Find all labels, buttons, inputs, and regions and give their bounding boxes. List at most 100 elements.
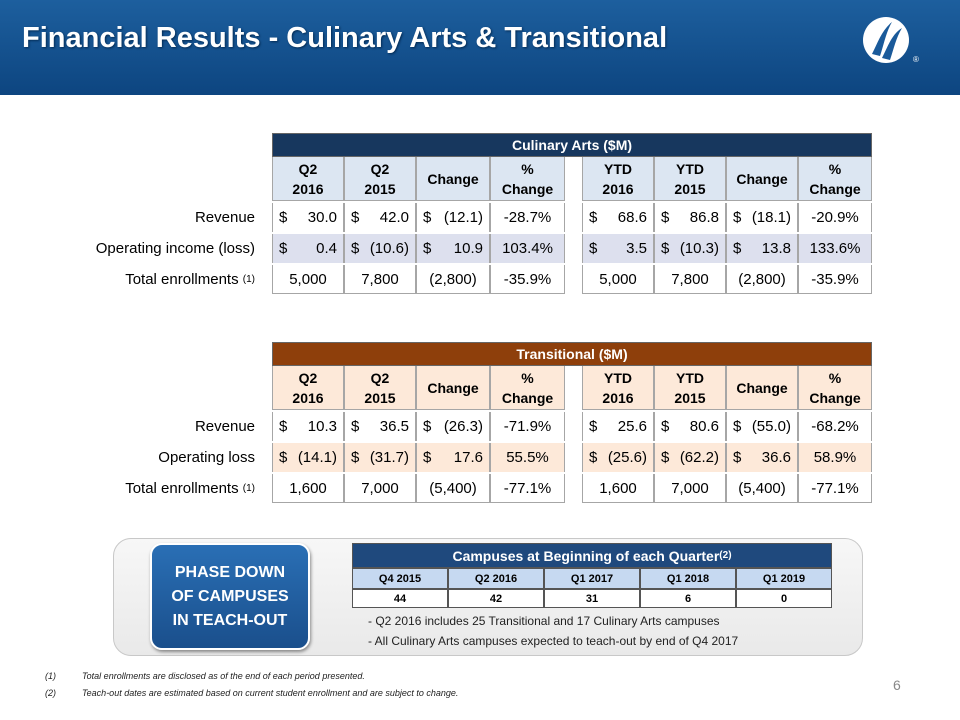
cell: $ (26.3)	[416, 412, 490, 441]
cell-text: $	[423, 209, 432, 226]
column-header: Q2 2015	[344, 157, 416, 201]
cell-text: 7,800	[361, 270, 399, 288]
column-header: Q2 2016	[272, 157, 344, 201]
column-header: Change	[416, 157, 490, 201]
cell-text: $	[351, 418, 360, 435]
quarter: Q1 2018	[640, 568, 736, 589]
cell: $ (12.1)	[416, 203, 490, 232]
cell: $36.6	[726, 443, 798, 472]
header-line: Change	[809, 180, 861, 197]
cell: $ (10.3)	[654, 234, 726, 263]
header-line: Change	[809, 389, 861, 406]
header-line: 2016	[292, 389, 324, 406]
header-line: Q2	[370, 369, 390, 386]
cell: $ (55.0)	[726, 412, 798, 441]
column-header: % Change	[798, 366, 872, 410]
svg-text:®: ®	[913, 55, 919, 64]
cell: (2,800)	[726, 265, 798, 294]
cell: -20.9%	[798, 203, 872, 232]
cell: $68.6	[582, 203, 654, 232]
cell-text: (26.3)	[443, 418, 483, 435]
footnote-ref: (2)	[719, 549, 732, 561]
cell-text: -28.7%	[503, 209, 552, 226]
cell-text: $	[733, 240, 742, 257]
row-label: Operating loss	[40, 443, 255, 472]
cell: $13.8	[726, 234, 798, 263]
row-label: Total enrollments (1)	[40, 265, 255, 294]
header-line: 2016	[292, 180, 324, 197]
cell-text: $	[733, 449, 742, 466]
header-line: YTD	[676, 160, 704, 177]
cell-text: $	[279, 240, 288, 257]
campus-count: 42	[448, 589, 544, 608]
column-header: Change	[416, 366, 490, 410]
row-label: Operating income (loss)	[40, 234, 255, 263]
cell-text: 5,000	[289, 270, 327, 288]
cell-text: $	[423, 418, 432, 435]
cell-text: $	[279, 449, 288, 466]
footnote-marker: (1)	[45, 671, 56, 681]
column-header: Change	[726, 157, 798, 201]
cell-text: (55.0)	[751, 418, 791, 435]
cell-text: 68.6	[617, 209, 647, 226]
header-line: Change	[501, 180, 554, 197]
cell: $86.8	[654, 203, 726, 232]
cell: (5,400)	[416, 474, 490, 503]
cell: $17.6	[416, 443, 490, 472]
cell-text: 80.6	[689, 418, 719, 435]
row-label-text: Total enrollments	[125, 271, 239, 288]
cell: 7,000	[344, 474, 416, 503]
column-header: % Change	[490, 366, 565, 410]
cell-text: 30.0	[307, 209, 337, 226]
cell: $80.6	[654, 412, 726, 441]
campus-count: 44	[352, 589, 448, 608]
cell-text: 7,800	[671, 270, 709, 288]
cell-text: (2,800)	[429, 270, 477, 288]
row-label-text: Revenue	[194, 418, 255, 435]
cell-text: (62.2)	[679, 449, 719, 466]
quarter: Q1 2017	[544, 568, 640, 589]
cell: 5,000	[582, 265, 654, 294]
cell: -77.1%	[490, 474, 565, 503]
cell-text: (5,400)	[429, 479, 477, 497]
campus-title-text: Campuses at Beginning of each Quarter	[452, 547, 720, 564]
cell: 1,600	[272, 474, 344, 503]
cell: $ (31.7)	[344, 443, 416, 472]
column-header: YTD 2015	[654, 157, 726, 201]
cell-text: $	[661, 418, 670, 435]
cell: $ (62.2)	[654, 443, 726, 472]
cell-text: (25.6)	[607, 449, 647, 466]
cell-text: $	[351, 240, 360, 257]
cell: $3.5	[582, 234, 654, 263]
column-header: % Change	[490, 157, 565, 201]
cell: $ (10.6)	[344, 234, 416, 263]
cell: 103.4%	[490, 234, 565, 263]
cell-text: $	[423, 449, 432, 466]
header-line: YTD	[604, 369, 632, 386]
cell-text: 1,600	[599, 479, 637, 497]
cell-text: 133.6%	[809, 240, 861, 257]
cell: -71.9%	[490, 412, 565, 441]
cell-text: $	[733, 209, 742, 226]
cell: 55.5%	[490, 443, 565, 472]
cell: $ (14.1)	[272, 443, 344, 472]
slide-title: Financial Results - Culinary Arts & Tran…	[22, 22, 668, 54]
quarter: Q1 2019	[736, 568, 832, 589]
campus-count: 6	[640, 589, 736, 608]
cell-text: 58.9%	[813, 449, 857, 466]
column-header: Q2 2016	[272, 366, 344, 410]
cell: $36.5	[344, 412, 416, 441]
cell: $ (18.1)	[726, 203, 798, 232]
cell: -77.1%	[798, 474, 872, 503]
header-line: 2016	[602, 180, 634, 197]
header-line: Change	[736, 170, 788, 187]
header-line: 2015	[364, 180, 396, 197]
row-label-text: Revenue	[194, 209, 255, 226]
header-line: %	[521, 369, 534, 386]
cell: $30.0	[272, 203, 344, 232]
row-label-text: Operating income (loss)	[95, 240, 255, 257]
campus-title: Campuses at Beginning of each Quarter (2)	[352, 543, 832, 568]
cell-text: $	[661, 209, 670, 226]
quarter: Q4 2015	[352, 568, 448, 589]
